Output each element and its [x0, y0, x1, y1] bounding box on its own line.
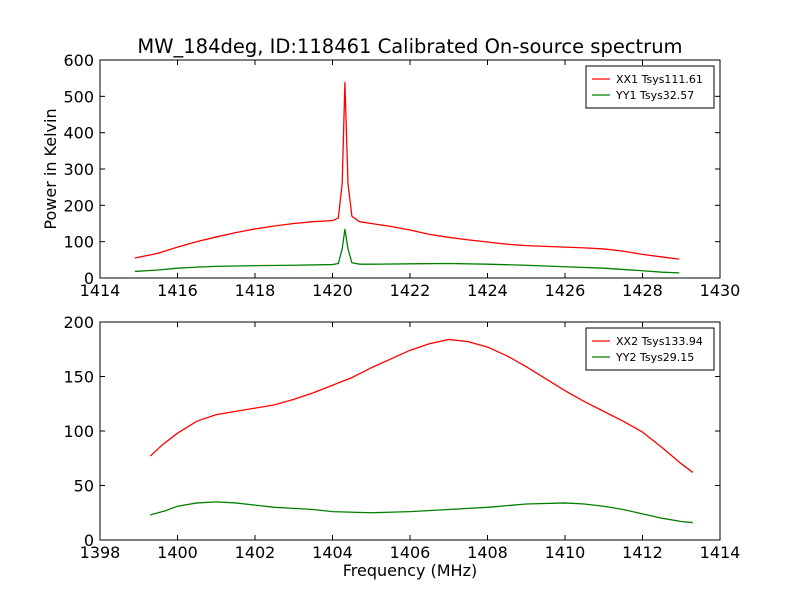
legend: XX1 Tsys111.61 YY1 Tsys32.57: [585, 65, 715, 109]
y-tick-label: 0: [84, 531, 94, 550]
series-line-1-2: [134, 228, 680, 274]
series-line-1-1: [134, 81, 680, 260]
y-tick-label: 600: [63, 51, 94, 70]
series-line-2-1: [149, 338, 694, 473]
x-tick-label: 1416: [157, 281, 198, 300]
legend-label: YY1 Tsys32.57: [615, 89, 694, 102]
legend-label: XX2 Tsys133.94: [616, 335, 703, 348]
x-tick-label: 1420: [312, 281, 353, 300]
y-tick-label: 50: [74, 477, 94, 496]
x-tick-label: 1410: [545, 543, 586, 562]
y-tick-label: 0: [84, 269, 94, 288]
legend-box: [585, 65, 715, 109]
y-tick-label: 400: [63, 124, 94, 143]
y-tick-label: 500: [63, 87, 94, 106]
x-tick-label: 1414: [700, 543, 741, 562]
x-tick-label: 1422: [390, 281, 431, 300]
x-tick-label: 1418: [235, 281, 276, 300]
x-tick-label: 1402: [235, 543, 276, 562]
x-tick-label: 1430: [700, 281, 741, 300]
y-tick-label: 200: [63, 313, 94, 332]
y-tick-label: 150: [63, 368, 94, 387]
x-tick-label: 1400: [157, 543, 198, 562]
y-tick-label: 100: [63, 422, 94, 441]
y-tick-label: 100: [63, 233, 94, 252]
y-axis-title: Power in Kelvin: [41, 108, 60, 229]
y-tick-label: 200: [63, 196, 94, 215]
chart-panel-1: 1414 1416 1418 1420 1422 1424 1426 1428 1430 0 100…: [41, 51, 740, 300]
chart-panel-2: 1398 1400 1402 1404 1406 1408 1410 1412 1414 0 50 1…: [63, 313, 740, 580]
legend-box: [585, 327, 715, 371]
legend-label: YY2 Tsys29.15: [615, 351, 694, 364]
series-line-2-2: [150, 501, 693, 524]
x-tick-label: 1406: [390, 543, 431, 562]
x-tick-label: 1408: [467, 543, 508, 562]
x-tick-label: 1398: [80, 543, 121, 562]
legend: XX2 Tsys133.94 YY2 Tsys29.15: [585, 327, 715, 371]
x-axis-title: Frequency (MHz): [343, 561, 477, 580]
x-tick-label: 1404: [312, 543, 353, 562]
y-tick-label: 300: [63, 160, 94, 179]
figure-title: MW_184deg, ID:118461 Calibrated On-sourc…: [137, 35, 682, 58]
x-tick-label: 1412: [622, 543, 663, 562]
x-tick-label: 1414: [80, 281, 121, 300]
x-tick-label: 1426: [545, 281, 586, 300]
legend-label: XX1 Tsys111.61: [616, 73, 703, 86]
x-tick-label: 1428: [622, 281, 663, 300]
x-tick-label: 1424: [467, 281, 508, 300]
